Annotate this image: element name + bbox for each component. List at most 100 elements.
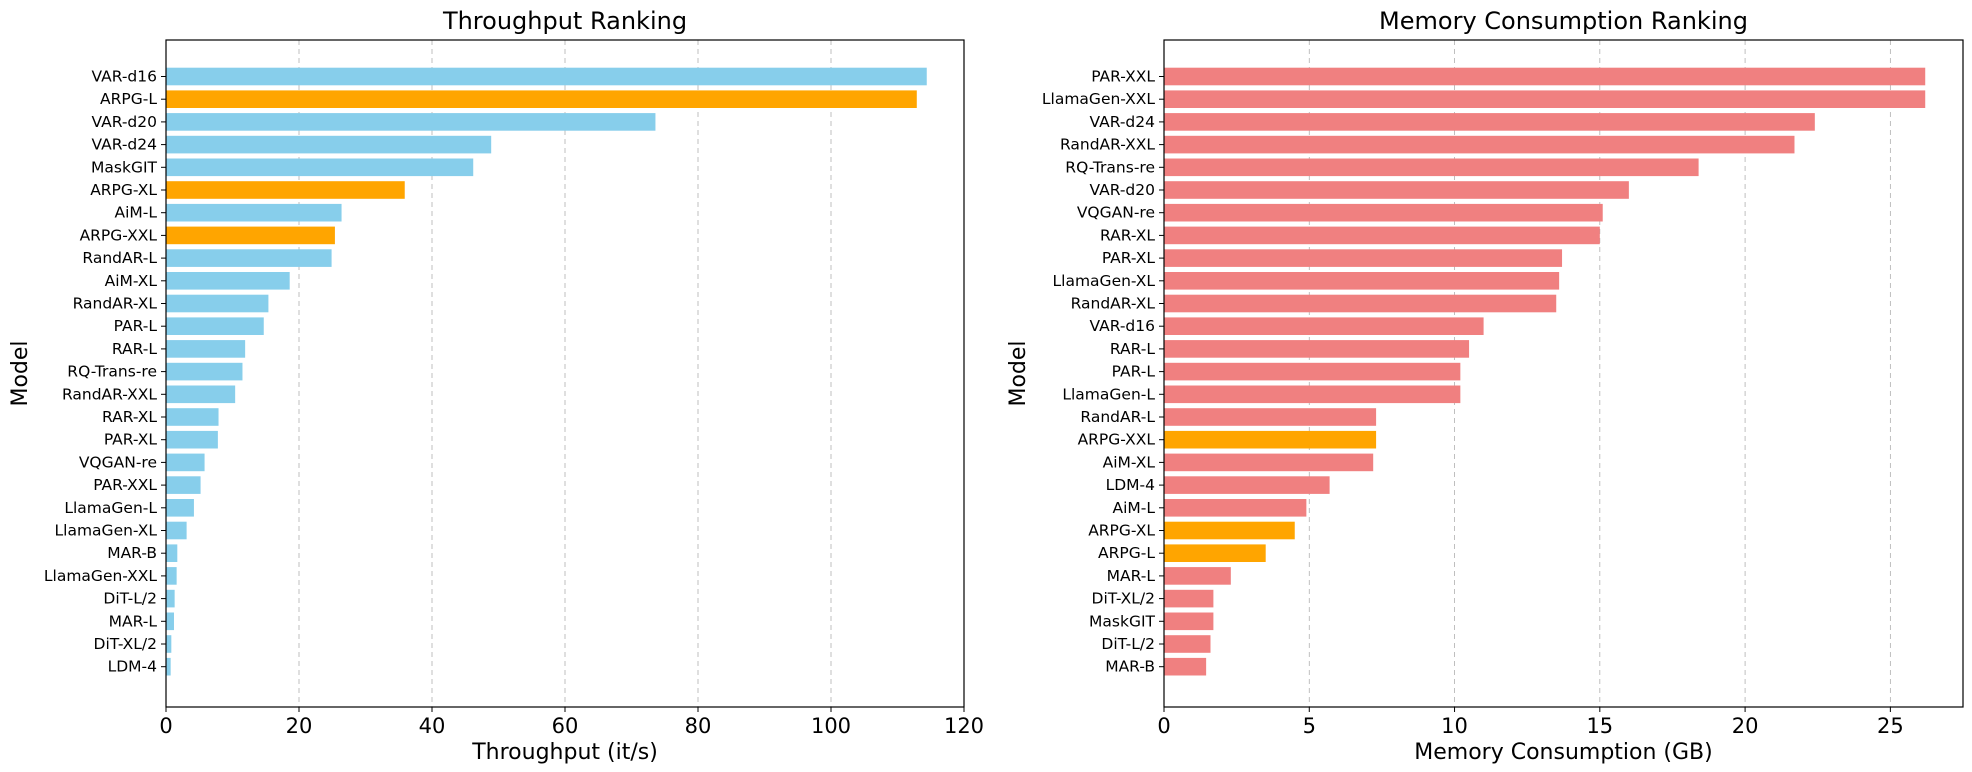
bar-rar-xl — [1164, 226, 1600, 245]
y-tick-label: VAR-d16 — [1089, 317, 1155, 335]
y-tick-label: VAR-d20 — [1089, 181, 1155, 199]
bar-randar-xxl — [166, 385, 236, 404]
bar-arpg-xl — [1164, 521, 1295, 540]
y-tick-label: RandAR-XXL — [62, 385, 157, 403]
x-axis-label: Memory Consumption (GB) — [1414, 740, 1712, 765]
x-tick-label: 0 — [159, 714, 172, 738]
y-tick-label: DiT-XL/2 — [94, 635, 157, 653]
bar-aim-xl — [1164, 453, 1374, 472]
y-tick-label: RAR-XL — [102, 408, 157, 426]
bar-dit-xl-2 — [166, 635, 172, 653]
x-tick-label: 40 — [419, 714, 446, 738]
y-tick-label: LlamaGen-XL — [1053, 272, 1156, 290]
y-tick-label: MAR-L — [1107, 567, 1156, 585]
chart-2: PAR-XXL LlamaGen-XXL VAR-d24 RandAR-XXL RQ-T… — [1006, 7, 1964, 765]
y-tick-label: ARPG-XL — [90, 181, 157, 199]
y-tick-label: VAR-d24 — [1089, 113, 1155, 131]
bar-aim-xl — [166, 272, 290, 290]
y-tick-label: ARPG-XXL — [80, 226, 158, 244]
x-tick-label: 20 — [1732, 714, 1759, 738]
x-tick-label: 10 — [1441, 714, 1468, 738]
y-tick-label: RAR-L — [112, 340, 157, 358]
x-tick-label: 15 — [1586, 714, 1613, 738]
y-tick-label: RandAR-L — [1080, 408, 1155, 426]
bar-mar-l — [166, 612, 174, 631]
bar-var-d24 — [166, 135, 492, 154]
bar-llamagen-xl — [1164, 272, 1560, 290]
y-tick-label: MAR-L — [109, 612, 158, 630]
bar-var-d20 — [1164, 181, 1629, 199]
chart-title: Memory Consumption Ranking — [1379, 7, 1748, 35]
bar-randar-l — [166, 249, 332, 267]
y-tick-label: LlamaGen-XXL — [44, 567, 157, 585]
y-tick-label: DiT-XL/2 — [1092, 590, 1155, 608]
y-axis-label: Model — [1006, 340, 1031, 406]
y-tick-label: MAR-B — [1105, 658, 1155, 676]
y-tick-label: VAR-d16 — [91, 68, 157, 86]
y-tick-label: PAR-XL — [1102, 249, 1156, 267]
bar-mar-b — [1164, 657, 1207, 676]
bar-var-d16 — [166, 67, 927, 86]
x-tick-label: 100 — [811, 714, 851, 738]
y-tick-label: MaskGIT — [91, 158, 158, 176]
bar-par-xxl — [1164, 67, 1926, 86]
y-tick-label: MaskGIT — [1089, 612, 1156, 630]
x-axis-label: Throughput (it/s) — [471, 740, 658, 765]
bar-arpg-l — [1164, 544, 1266, 562]
bar-randar-xl — [166, 294, 269, 313]
bar-arpg-xxl — [166, 226, 335, 245]
y-tick-label: PAR-L — [114, 317, 158, 335]
chart-1: VAR-d16 ARPG-L VAR-d20 VAR-d24 MaskGIT ARPG-X… — [8, 7, 984, 765]
bar-vqgan-re — [166, 453, 205, 472]
y-tick-label: LDM-4 — [1106, 476, 1155, 494]
bar-rq-trans-re — [1164, 158, 1699, 177]
bar-ldm-4 — [166, 657, 171, 676]
bar-rq-trans-re — [166, 362, 243, 381]
y-tick-label: LlamaGen-XL — [55, 522, 158, 540]
x-tick-label: 60 — [552, 714, 579, 738]
y-tick-label: AiM-XL — [1103, 453, 1156, 471]
y-tick-label: PAR-XL — [104, 431, 158, 449]
y-tick-label: MAR-B — [107, 544, 157, 562]
bar-mar-l — [1164, 567, 1231, 585]
y-tick-label: DiT-L/2 — [103, 590, 157, 608]
y-axis-label: Model — [8, 340, 33, 406]
bar-var-d16 — [1164, 317, 1484, 335]
y-tick-label: LDM-4 — [108, 658, 157, 676]
x-tick-label: 5 — [1303, 714, 1316, 738]
bar-randar-xl — [1164, 294, 1557, 313]
y-tick-label: VAR-d20 — [91, 113, 157, 131]
y-tick-label: ARPG-XXL — [1078, 431, 1156, 449]
x-tick-label: 25 — [1877, 714, 1904, 738]
y-tick-label: LlamaGen-XXL — [1042, 90, 1155, 108]
y-tick-label: LlamaGen-L — [64, 499, 157, 517]
y-tick-label: VQGAN-re — [1077, 204, 1155, 222]
y-tick-label: ARPG-L — [1098, 544, 1155, 562]
bar-ldm-4 — [1164, 476, 1330, 494]
y-tick-label: PAR-L — [1112, 363, 1156, 381]
y-tick-label: RQ-Trans-re — [1065, 158, 1155, 176]
bar-maskgit — [1164, 612, 1214, 631]
y-tick-label: VQGAN-re — [79, 453, 157, 471]
bar-dit-l-2 — [1164, 635, 1211, 653]
y-tick-label: AiM-L — [114, 204, 157, 222]
bar-randar-xxl — [1164, 135, 1795, 154]
bar-llamagen-xxl — [166, 567, 177, 585]
y-tick-label: ARPG-XL — [1088, 522, 1155, 540]
bar-maskgit — [166, 158, 474, 177]
y-tick-label: AiM-L — [1112, 499, 1155, 517]
y-tick-label: RandAR-L — [82, 249, 157, 267]
y-tick-label: VAR-d24 — [91, 136, 157, 154]
y-tick-label: RandAR-XL — [73, 295, 158, 313]
bar-var-d20 — [166, 113, 656, 131]
bar-var-d24 — [1164, 113, 1815, 131]
plot-frame — [1163, 39, 1964, 708]
x-tick-label: 120 — [944, 714, 984, 738]
bar-arpg-l — [166, 90, 917, 108]
y-tick-label: ARPG-L — [100, 90, 157, 108]
y-tick-label: DiT-L/2 — [1101, 635, 1155, 653]
bar-par-l — [166, 317, 264, 335]
y-tick-label: PAR-XXL — [1091, 68, 1155, 86]
